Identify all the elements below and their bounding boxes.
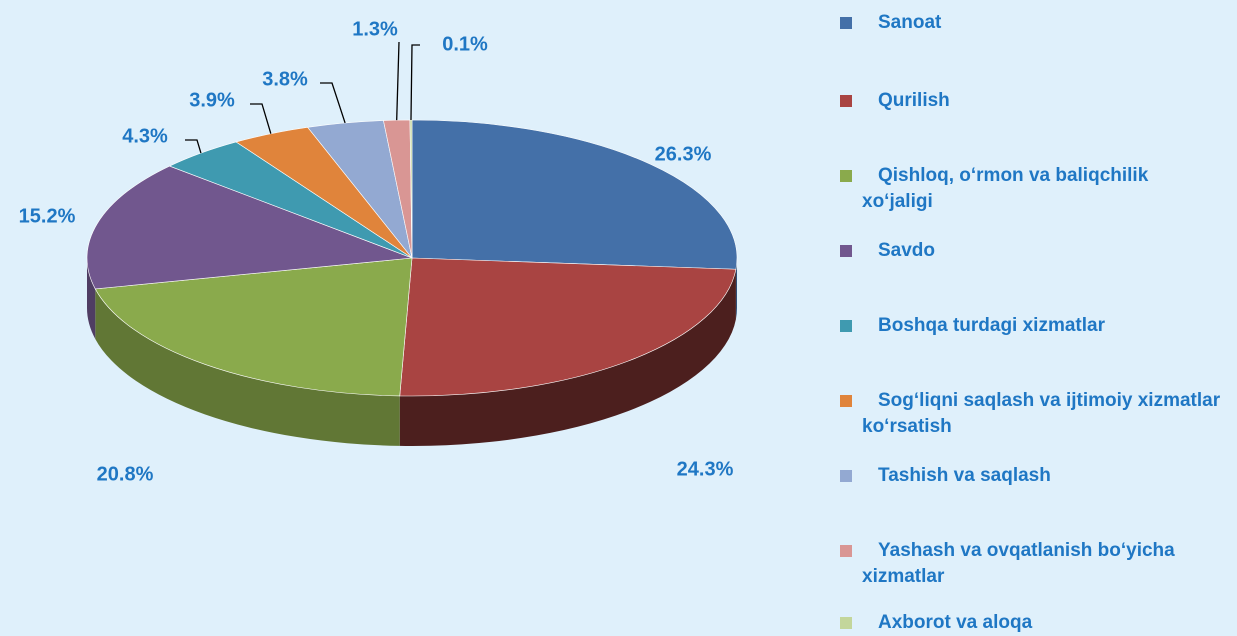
slice-side <box>399 269 736 446</box>
leader-line <box>410 44 420 121</box>
legend-entry: Tashish va saqlash <box>840 463 1222 489</box>
slice <box>399 257 737 397</box>
legend-swatch <box>840 245 852 257</box>
data-label: 3.8% <box>262 68 308 90</box>
leader-line <box>396 41 400 121</box>
legend-entry: Sanoat <box>840 10 1222 36</box>
data-label: 3.9% <box>189 89 235 111</box>
data-label: 1.3% <box>352 18 398 40</box>
legend-entry: Boshqa turdagi xizmatlar <box>840 313 1222 339</box>
slice <box>94 257 413 397</box>
legend-entry: Qishloq, o‘rmon va baliqchilik xo‘jaligi <box>840 163 1222 215</box>
legend-entry: Sog‘liqni saqlash va ijtimoiy xizmatlar … <box>840 388 1222 440</box>
legend-swatch <box>840 320 852 332</box>
legend-label: Tashish va saqlash <box>878 465 1051 486</box>
data-label: 15.2% <box>19 205 76 227</box>
legend-swatch <box>840 395 852 407</box>
slice-side <box>87 258 96 339</box>
data-label: 4.3% <box>122 125 168 147</box>
legend-entry: Qurilish <box>840 88 1222 114</box>
leader-line <box>250 103 272 134</box>
legend-swatch <box>840 545 852 557</box>
legend-label: Savdo <box>878 240 936 261</box>
data-label: 20.8% <box>97 463 154 485</box>
legend-swatch <box>840 470 852 482</box>
legend-label: Yashash va ovqatlanish bo‘yicha xizmatla… <box>862 540 1175 587</box>
data-label: 24.3% <box>677 458 734 480</box>
legend-swatch <box>840 17 852 29</box>
leader-line <box>320 82 346 124</box>
data-label: 0.1% <box>442 33 488 55</box>
slice <box>411 119 738 270</box>
legend-label: Axborot va aloqa <box>878 612 1033 633</box>
slice-side <box>95 288 400 446</box>
legend-entry: Savdo <box>840 238 1222 264</box>
legend-label: Qishloq, o‘rmon va baliqchilik xo‘jaligi <box>862 165 1149 212</box>
slice <box>86 165 413 290</box>
legend-entry: Axborot va aloqa <box>840 610 1222 636</box>
legend-label: Sanoat <box>878 12 942 33</box>
data-label: 26.3% <box>655 143 712 165</box>
legend-entry: Yashash va ovqatlanish bo‘yicha xizmatla… <box>840 538 1222 590</box>
legend-label: Sog‘liqni saqlash va ijtimoiy xizmatlar … <box>862 390 1221 437</box>
leader-line <box>185 139 202 154</box>
legend-swatch <box>840 95 852 107</box>
legend-swatch <box>840 170 852 182</box>
slice <box>409 119 413 259</box>
legend-label: Qurilish <box>878 90 950 111</box>
slice-side <box>735 258 737 320</box>
legend-label: Boshqa turdagi xizmatlar <box>878 315 1105 336</box>
legend-swatch <box>840 617 852 629</box>
